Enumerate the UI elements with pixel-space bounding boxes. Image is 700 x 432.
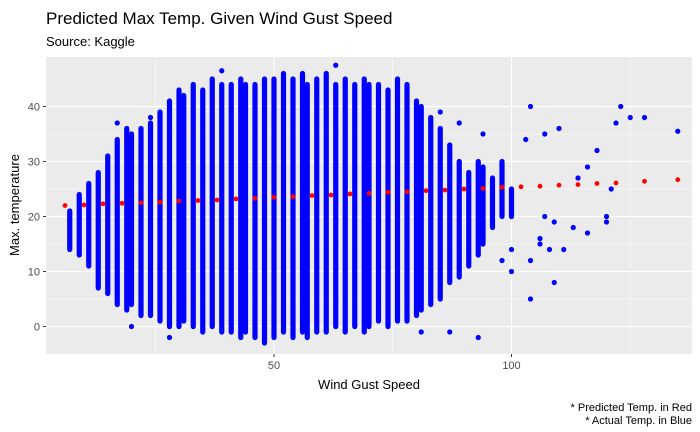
predicted-point (100, 201, 106, 207)
predicted-point (252, 195, 258, 201)
actual-point (542, 213, 548, 220)
actual-point (584, 164, 591, 170)
predicted-points (62, 177, 681, 208)
predicted-point (556, 182, 562, 188)
actual-point (523, 136, 529, 143)
actual-point (447, 329, 453, 335)
actual-point (546, 246, 553, 253)
actual-point (551, 279, 557, 286)
actual-point (114, 120, 120, 126)
actual-point (219, 68, 225, 74)
actual-point (556, 125, 562, 132)
actual-point (527, 257, 534, 264)
predicted-point (233, 196, 239, 202)
actual-point (418, 329, 424, 335)
predicted-point (176, 198, 182, 204)
predicted-point (157, 199, 163, 205)
y-axis-title: Max. temperature (7, 154, 22, 256)
actual-point (333, 62, 339, 68)
caption-actual: * Actual Temp. in Blue (585, 415, 692, 427)
predicted-point (642, 178, 647, 184)
x-tick-label: 50 (268, 360, 280, 372)
predicted-point (119, 200, 125, 206)
predicted-point (404, 189, 410, 195)
predicted-point (195, 198, 201, 203)
actual-point (575, 175, 581, 181)
actual-point (537, 235, 543, 242)
actual-point (527, 103, 534, 110)
actual-point (128, 323, 135, 330)
actual-point (641, 114, 648, 121)
x-axis-title: Wind Gust Speed (318, 377, 420, 392)
actual-point (147, 114, 154, 121)
predicted-point (442, 187, 448, 193)
actual-point (613, 120, 619, 126)
actual-point (542, 131, 548, 137)
chart-title: Predicted Max Temp. Given Wind Gust Spee… (46, 9, 392, 28)
actual-point (561, 246, 567, 253)
actual-point (584, 230, 591, 236)
predicted-point (328, 192, 334, 198)
actual-point (603, 213, 610, 220)
actual-point (475, 334, 481, 341)
predicted-point (62, 203, 68, 208)
predicted-point (575, 182, 581, 188)
predicted-point (385, 189, 391, 195)
predicted-point (271, 194, 277, 200)
predicted-point (423, 188, 429, 194)
axis-ticks: 50 100 0 10 20 30 40 (28, 102, 521, 373)
predicted-point (613, 180, 619, 186)
actual-point (618, 103, 624, 110)
y-tick-label: 10 (28, 267, 40, 279)
predicted-point (537, 183, 543, 189)
actual-point (570, 224, 576, 231)
y-tick-label: 30 (28, 157, 40, 169)
actual-point (480, 131, 486, 137)
y-tick-label: 0 (34, 322, 40, 334)
y-tick-label: 40 (28, 102, 40, 114)
predicted-point (675, 177, 681, 183)
predicted-point (480, 186, 486, 191)
actual-point (456, 120, 462, 126)
actual-point (499, 257, 505, 264)
actual-point (508, 246, 515, 253)
predicted-point (138, 200, 144, 206)
predicted-point (309, 193, 315, 199)
actual-point (166, 334, 173, 341)
y-tick-label: 20 (28, 212, 40, 224)
actual-point (537, 241, 543, 247)
predicted-point (499, 184, 505, 190)
predicted-point (290, 194, 296, 200)
chart-subtitle: Source: Kaggle (46, 34, 135, 49)
predicted-point (461, 186, 467, 192)
actual-point (608, 186, 614, 192)
predicted-point (81, 202, 87, 208)
actual-point (627, 114, 633, 121)
predicted-point (518, 184, 524, 190)
predicted-point (347, 191, 353, 197)
actual-point (551, 219, 557, 225)
actual-point (594, 147, 600, 154)
caption-predicted: * Predicted Temp. in Red (571, 402, 692, 414)
predicted-point (366, 191, 372, 196)
predicted-point (594, 181, 600, 186)
actual-points (67, 62, 681, 346)
actual-point (437, 109, 443, 115)
x-tick-label: 100 (502, 360, 520, 372)
actual-point (675, 128, 681, 134)
predicted-point (214, 197, 220, 203)
actual-point (603, 219, 610, 225)
actual-point (508, 268, 515, 275)
actual-point (527, 296, 534, 302)
